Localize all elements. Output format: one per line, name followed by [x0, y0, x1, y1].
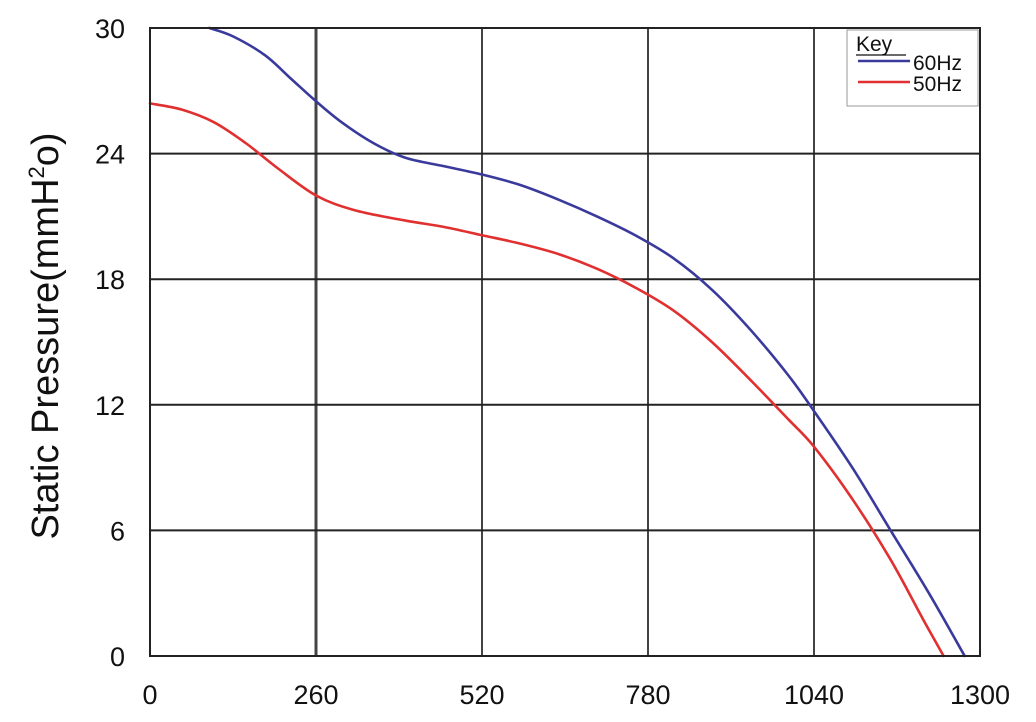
x-tick-label-520: 520 — [459, 680, 504, 710]
series-line-50hz — [148, 102, 945, 658]
legend-box — [846, 29, 979, 107]
x-tick-label-1300: 1300 — [950, 680, 1010, 710]
x-tick-label-0: 0 — [142, 680, 157, 710]
y-tick-label-0: 0 — [110, 642, 125, 672]
y-axis-label: Static Pressure(mmH2o) — [24, 132, 67, 539]
series-lines — [148, 26, 966, 658]
y-axis-label-suffix: o) — [25, 132, 67, 166]
legend-label-60hz: 60Hz — [913, 52, 962, 75]
tick-labels: 0 260 520 780 1040 1300 0 6 12 18 24 30 — [95, 14, 1010, 710]
y-tick-label-30: 30 — [95, 14, 125, 44]
y-tick-label-6: 6 — [110, 516, 125, 546]
grid — [150, 28, 980, 656]
y-tick-label-24: 24 — [95, 140, 125, 170]
y-tick-label-12: 12 — [95, 391, 125, 421]
legend-title: Key — [856, 33, 893, 56]
y-tick-label-18: 18 — [95, 265, 125, 295]
plot-frame — [149, 27, 981, 657]
y-axis-label-superscript: 2 — [24, 166, 49, 178]
legend-label-50hz: 50Hz — [913, 73, 962, 96]
y-axis-label-main: Static Pressure(mmH — [25, 178, 67, 539]
x-tick-label-260: 260 — [293, 680, 338, 710]
series-line-60hz — [208, 26, 966, 658]
x-tick-label-780: 780 — [625, 680, 670, 710]
x-tick-label-1040: 1040 — [784, 680, 844, 710]
